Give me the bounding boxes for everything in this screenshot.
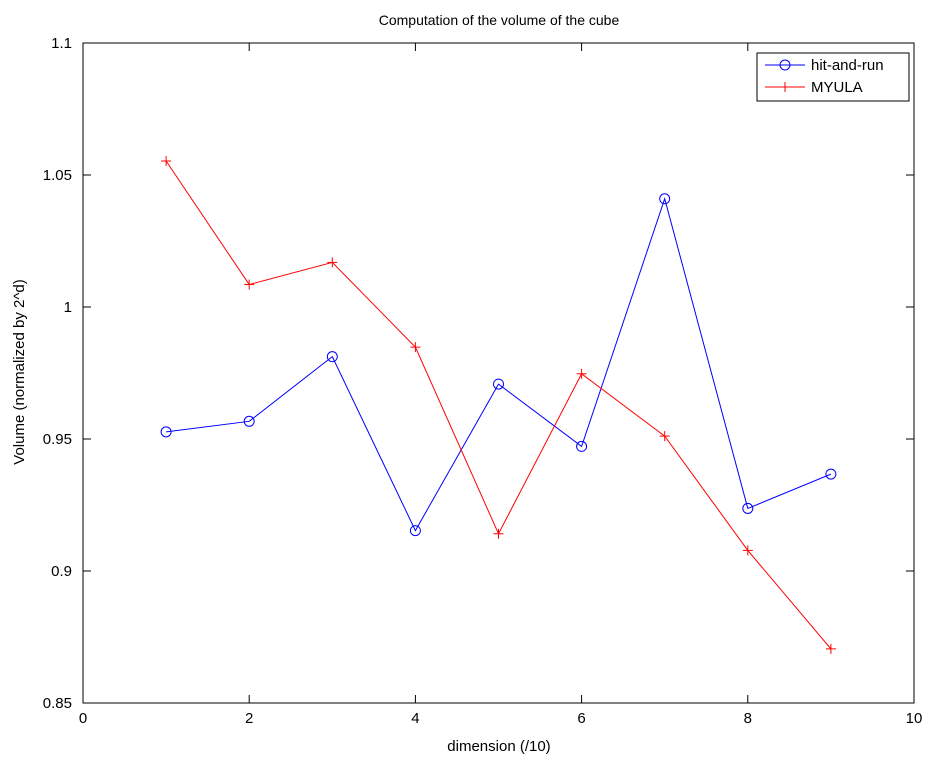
data-point-plus	[576, 368, 587, 379]
data-point-circle	[659, 193, 671, 205]
y-tick-label: 1.05	[43, 167, 72, 184]
series-hit-and-run	[160, 193, 837, 537]
data-point-plus	[410, 342, 421, 353]
data-point-circle	[825, 468, 837, 480]
data-point-plus	[327, 257, 338, 268]
y-tick-label: 0.85	[43, 695, 72, 712]
data-point-circle	[576, 440, 588, 452]
legend: hit-and-run MYULA	[756, 52, 910, 102]
series-myula	[161, 156, 836, 654]
y-tick-label: 1.1	[51, 35, 72, 52]
x-tick-label: 2	[245, 710, 253, 727]
legend-item: MYULA	[765, 79, 863, 96]
y-tick-label: 1	[64, 299, 72, 316]
chart-title: Computation of the volume of the cube	[379, 12, 620, 28]
x-axis: 0 2 4 6 8 10	[79, 43, 923, 727]
x-tick-label: 10	[906, 710, 923, 727]
series-layer	[160, 156, 837, 654]
data-point-plus	[244, 279, 255, 290]
x-tick-label: 8	[744, 710, 752, 727]
plot-area	[82, 42, 915, 704]
legend-label: hit-and-run	[811, 57, 884, 74]
plot-frame	[82, 42, 915, 704]
data-point-plus	[161, 156, 172, 167]
data-point-circle	[326, 351, 338, 363]
x-axis-label: dimension (/10)	[447, 738, 550, 755]
data-point-plus	[742, 545, 753, 556]
legend-label: MYULA	[811, 79, 863, 96]
legend-item: hit-and-run	[765, 57, 884, 74]
series-line	[166, 197, 832, 532]
data-point-plus	[780, 82, 790, 92]
data-point-circle	[493, 378, 504, 390]
x-tick-label: 6	[577, 710, 585, 727]
data-point-circle	[779, 59, 791, 71]
data-point-circle	[160, 426, 172, 438]
data-point-circle	[409, 525, 421, 537]
y-axis-label: Volume (normalized by 2^d)	[11, 279, 28, 464]
y-axis: 0.85 0.9 0.95 1 1.05 1.1	[43, 35, 914, 712]
data-point-plus	[659, 431, 670, 442]
x-tick-label: 4	[411, 710, 419, 727]
data-point-circle	[742, 502, 754, 514]
data-point-circle	[243, 415, 255, 427]
y-tick-label: 0.95	[43, 431, 72, 448]
y-tick-label: 0.9	[51, 563, 72, 580]
data-point-plus	[825, 643, 836, 654]
x-tick-label: 0	[79, 710, 87, 727]
data-point-plus	[493, 528, 504, 539]
